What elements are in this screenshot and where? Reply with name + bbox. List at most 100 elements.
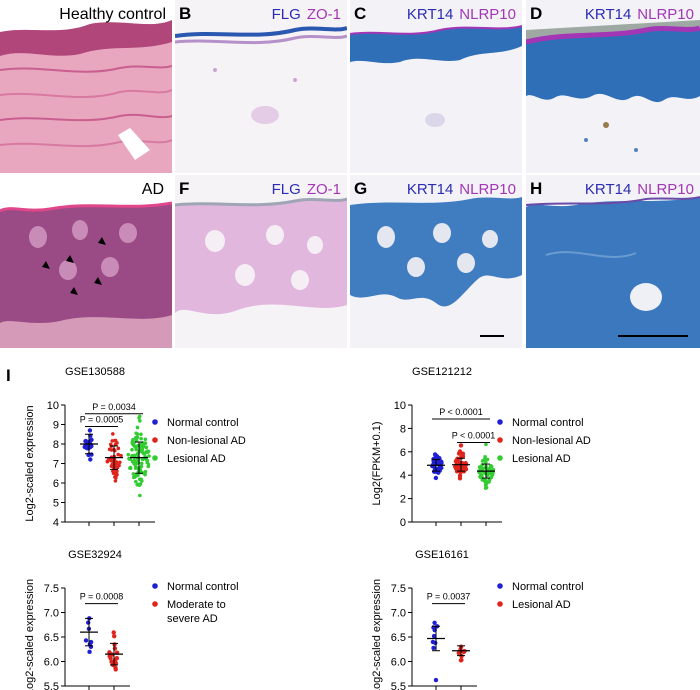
data-point [128, 466, 132, 470]
chart-title: GSE16161 [415, 549, 469, 561]
y-tick-label: 5.5 [391, 681, 406, 690]
y-tick-label: 6 [53, 478, 59, 490]
p-value-label: P < 0.0001 [439, 407, 483, 417]
y-tick-label: 5 [53, 498, 59, 510]
legend-marker [497, 419, 503, 425]
chart-title: GSE121212 [412, 366, 472, 378]
stain-1-label: KRT14 [406, 181, 454, 198]
data-point [108, 656, 113, 661]
y-tick-label: 5.5 [44, 681, 59, 690]
data-point [144, 450, 148, 455]
y-tick-label: 7 [53, 459, 59, 471]
panel-letter: D [530, 4, 543, 23]
data-point [483, 454, 487, 459]
y-axis-label: Log2(FPKM+0.1) [371, 421, 383, 505]
panel-d-ihc-krt14-nlrp10-healthy-zoom: D KRT14 NLRP10 [526, 0, 700, 173]
y-axis-label: Log2-scaled expression [24, 405, 36, 521]
y-tick-label: 9 [53, 420, 59, 432]
data-point [133, 479, 138, 484]
stain-legend: FLG ZO-1 [272, 181, 341, 198]
ihc-tissue-image-c [350, 0, 522, 173]
data-point [138, 419, 142, 423]
panel-letter: C [354, 4, 367, 23]
stain-legend: KRT14 NLRP10 [585, 6, 694, 23]
y-tick-label: 10 [394, 400, 406, 412]
data-point [113, 479, 118, 483]
data-point [131, 472, 136, 476]
legend-label: Lesional AD [512, 453, 571, 465]
panel-a-he-healthy: A Healthy control [0, 0, 172, 173]
stain-1-label: KRT14 [584, 181, 632, 198]
p-value-label: P = 0.0005 [80, 414, 124, 424]
data-point [139, 461, 144, 466]
y-tick-label: 7.0 [391, 608, 406, 620]
data-point [112, 633, 117, 639]
y-tick-label: 4 [53, 517, 59, 529]
data-point [432, 452, 438, 457]
he-tissue-image-e [0, 175, 172, 348]
stain-2-label: ZO-1 [306, 6, 341, 23]
data-point [138, 493, 142, 498]
data-point [135, 425, 140, 430]
legend-marker [152, 601, 158, 607]
data-point [140, 447, 145, 452]
data-point [457, 476, 463, 481]
data-point [113, 667, 118, 672]
panel-title: Healthy control [59, 6, 166, 23]
ihc-tissue-image-d [526, 0, 700, 173]
data-point [115, 472, 119, 477]
stain-2-label: ZO-1 [306, 181, 341, 198]
data-point [478, 465, 483, 469]
panel-title: AD [141, 181, 164, 198]
data-point [142, 471, 146, 475]
panel-letter: A [4, 4, 17, 23]
data-point [115, 441, 119, 445]
data-point [484, 478, 488, 483]
ihc-tissue-image-b [175, 0, 347, 173]
data-point [143, 437, 148, 442]
data-point [478, 475, 483, 480]
panel-c-ihc-krt14-nlrp10-healthy: C KRT14 NLRP10 [350, 0, 522, 173]
data-point [82, 444, 87, 450]
y-tick-label: 7.5 [391, 583, 406, 595]
panel-h-ihc-krt14-nlrp10-ad-zoom: H KRT14 NLRP10 [526, 175, 700, 348]
data-point [110, 439, 115, 443]
data-point [83, 638, 89, 643]
data-point [87, 428, 93, 433]
legend-label: Normal control [512, 581, 584, 593]
y-axis-label: Log2-scaled expression [24, 579, 36, 690]
legend-marker [497, 437, 503, 443]
panel-letter: B [179, 4, 192, 23]
data-point [458, 443, 464, 448]
legend-marker [152, 437, 158, 443]
data-point [83, 438, 89, 444]
data-point [133, 444, 137, 449]
data-point [431, 645, 436, 651]
data-point [139, 436, 143, 441]
stain-1-label: FLG [271, 181, 301, 198]
data-point [134, 460, 139, 464]
stain-1-label: KRT14 [406, 6, 454, 23]
data-point [131, 437, 135, 442]
y-tick-label: 6.0 [44, 657, 59, 669]
data-point [114, 475, 118, 480]
data-point [130, 441, 135, 445]
data-point [107, 447, 112, 452]
data-point [135, 432, 140, 436]
panel-letter: E [4, 179, 16, 198]
p-value-label: P < 0.0001 [452, 430, 496, 440]
y-tick-label: 6.5 [44, 632, 59, 644]
data-point [147, 454, 151, 458]
data-point [430, 463, 435, 469]
legend-label: Non-lesional AD [512, 435, 591, 447]
data-point [146, 462, 151, 467]
data-point [86, 620, 91, 625]
legend-label: Lesional AD [512, 599, 571, 611]
y-tick-label: 7.0 [44, 608, 59, 620]
data-point [433, 475, 439, 481]
data-point [105, 459, 110, 464]
data-point [111, 471, 116, 476]
legend-marker [497, 455, 503, 461]
p-value-label: P = 0.0037 [427, 592, 471, 602]
chart-title: GSE32924 [68, 549, 122, 561]
